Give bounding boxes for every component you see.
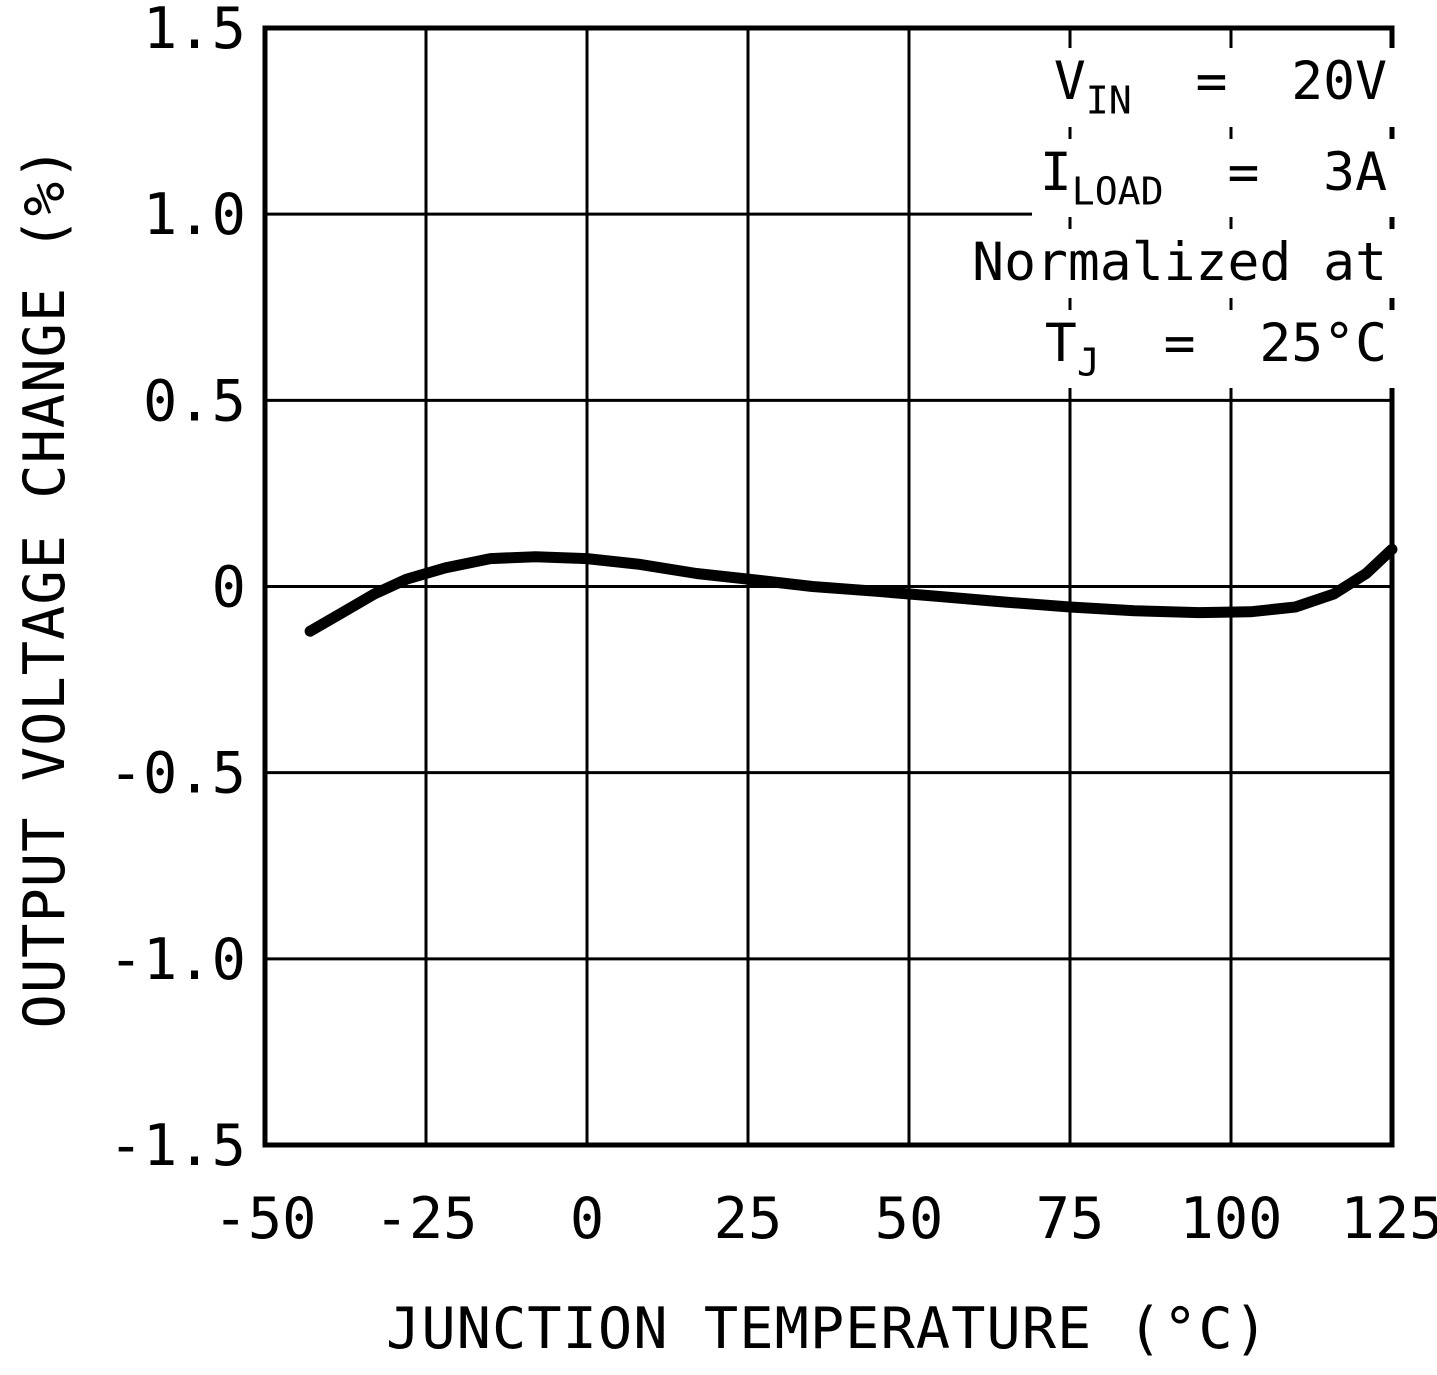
x-tick-label: -25 <box>375 1186 478 1252</box>
x-tick-label: 0 <box>570 1186 604 1252</box>
x-tick-label: 100 <box>1180 1186 1283 1252</box>
condition-annotations: VIN = 20V ILOAD = 3A Normalized at TJ = 25°… <box>964 48 1395 400</box>
annotation-text: ILOAD = 3A <box>1031 138 1395 218</box>
x-tick-label: -50 <box>214 1186 317 1252</box>
annotation-vin-condition: VIN = 20V <box>964 48 1395 127</box>
annotation-normalized-note: Normalized at <box>964 229 1395 298</box>
y-tick-label: -0.5 <box>109 741 246 807</box>
annotation-text: VIN = 20V <box>1045 48 1395 127</box>
y-axis-label: OUTPUT VOLTAGE CHANGE (%) <box>12 145 78 1029</box>
y-tick-label: 0.5 <box>143 368 246 434</box>
y-tick-label: 1.5 <box>143 0 246 62</box>
annotation-iload-condition: ILOAD = 3A <box>964 138 1395 218</box>
x-axis-label: JUNCTION TEMPERATURE (°C) <box>386 1296 1269 1362</box>
x-tick-label: 25 <box>714 1186 783 1252</box>
y-tick-label: -1.5 <box>109 1113 246 1179</box>
annotation-tj-condition: TJ = 25°C <box>964 309 1395 389</box>
y-tick-label: 1.0 <box>143 182 246 248</box>
annotation-text: Normalized at <box>964 229 1395 298</box>
y-tick-label: -1.0 <box>109 927 246 993</box>
data-curve <box>304 543 1398 637</box>
y-tick-label: 0 <box>212 555 246 621</box>
x-tick-label: 50 <box>875 1186 944 1252</box>
plot-border <box>262 25 1395 1148</box>
x-tick-label: 125 <box>1341 1186 1437 1252</box>
x-tick-label: 75 <box>1036 1186 1105 1252</box>
annotation-text: TJ = 25°C <box>1036 309 1395 389</box>
